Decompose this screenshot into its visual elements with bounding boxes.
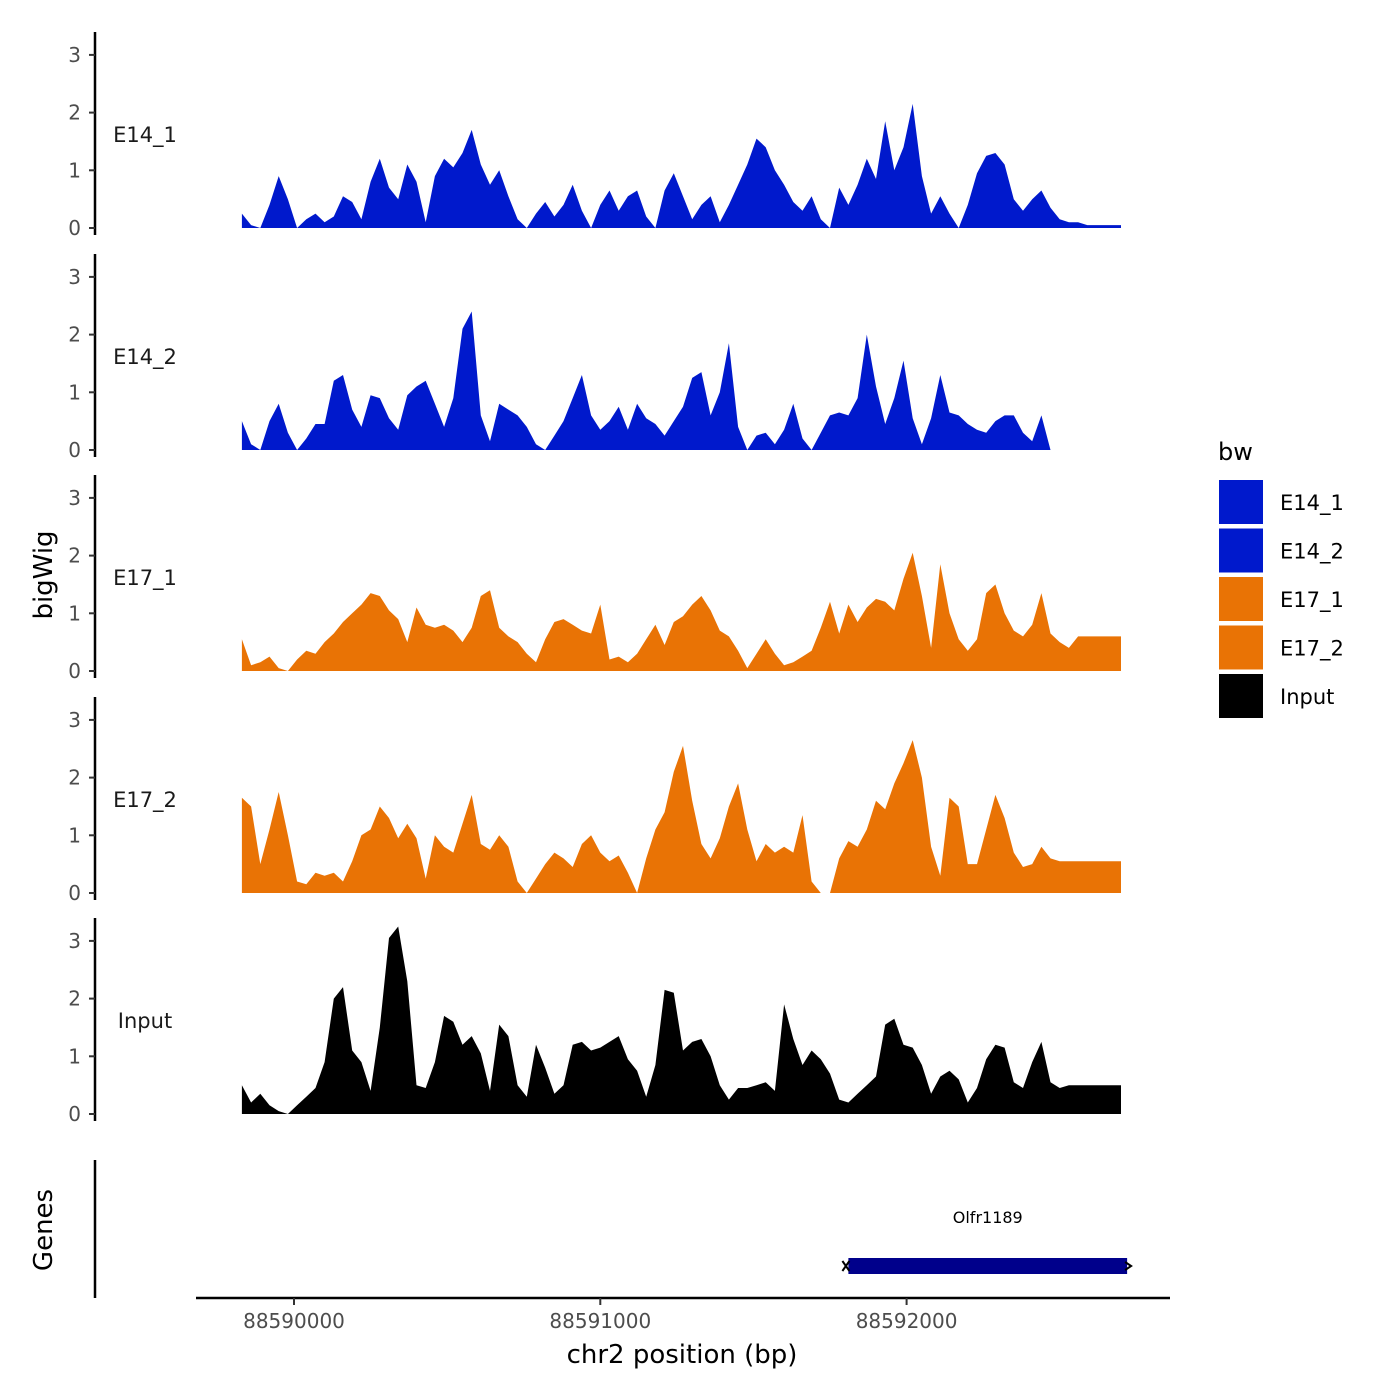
track-E14_2: 0 1 2 3 E14_2 bbox=[68, 254, 1121, 462]
genes-axis-title: Genes bbox=[29, 1189, 59, 1271]
track-label-E17_1: E17_1 bbox=[113, 566, 177, 591]
y-tick-label: 0 bbox=[68, 216, 81, 240]
y-tick-label: 3 bbox=[68, 929, 81, 953]
y-tick-label: 1 bbox=[68, 1044, 81, 1068]
legend-label-E17_1: E17_1 bbox=[1280, 588, 1344, 613]
gene-start-marker bbox=[841, 1260, 851, 1272]
x-tick-label: 88590000 bbox=[243, 1309, 345, 1333]
x-tick-label: 88592000 bbox=[856, 1309, 958, 1333]
legend-label-Input: Input bbox=[1280, 685, 1334, 709]
y-tick-label: 0 bbox=[68, 659, 81, 683]
area-E14_2 bbox=[241, 311, 1121, 450]
area-E14_1 bbox=[241, 103, 1121, 228]
gene-panel: Olfr1189 bbox=[93, 1160, 1133, 1298]
area-Input bbox=[241, 926, 1121, 1114]
track-Input: 0 1 2 3 Input bbox=[68, 918, 1121, 1126]
legend-label-E14_2: E14_2 bbox=[1280, 540, 1344, 565]
y-tick-label: 0 bbox=[68, 881, 81, 905]
area-E17_1 bbox=[241, 552, 1121, 671]
track-label-E17_2: E17_2 bbox=[113, 788, 177, 813]
legend-swatch-Input bbox=[1219, 674, 1263, 718]
track-label-E14_2: E14_2 bbox=[113, 345, 177, 370]
y-tick-label: 2 bbox=[68, 544, 81, 568]
legend: bw E14_1 E14_2 E17_1 E17_2 Input bbox=[1218, 438, 1344, 718]
track-E17_2: 0 1 2 3 E17_2 bbox=[68, 697, 1121, 905]
y-tick-label: 3 bbox=[68, 486, 81, 510]
y-tick-label: 2 bbox=[68, 987, 81, 1011]
legend-label-E17_2: E17_2 bbox=[1280, 637, 1344, 662]
legend-swatch-E14_2 bbox=[1219, 528, 1263, 573]
y-tick-label: 3 bbox=[68, 265, 81, 289]
track-E17_1: 0 1 2 3 E17_1 bbox=[68, 475, 1121, 683]
y-tick-label: 1 bbox=[68, 380, 81, 404]
y-axis-title: bigWig bbox=[29, 530, 59, 619]
x-axis: 88590000 88591000 88592000 bbox=[196, 1296, 1170, 1333]
y-tick-label: 3 bbox=[68, 43, 81, 67]
y-tick-label: 1 bbox=[68, 823, 81, 847]
y-tick-label: 2 bbox=[68, 766, 81, 790]
y-tick-label: 1 bbox=[68, 601, 81, 625]
gene-label-Olfr1189: Olfr1189 bbox=[953, 1208, 1023, 1227]
y-tick-label: 1 bbox=[68, 158, 81, 182]
legend-label-E14_1: E14_1 bbox=[1280, 491, 1344, 516]
y-tick-label: 2 bbox=[68, 101, 81, 125]
gene-bar-Olfr1189 bbox=[848, 1258, 1128, 1274]
x-axis-title: chr2 position (bp) bbox=[567, 1340, 798, 1370]
track-label-E14_1: E14_1 bbox=[113, 123, 177, 148]
x-tick-label: 88591000 bbox=[549, 1309, 651, 1333]
legend-swatch-E14_1 bbox=[1219, 480, 1263, 524]
y-tick-label: 2 bbox=[68, 323, 81, 347]
area-E17_2 bbox=[241, 740, 1121, 893]
track-E14_1: 0 1 2 3 E14_1 bbox=[68, 32, 1121, 240]
track-label-Input: Input bbox=[118, 1009, 172, 1033]
y-tick-label: 3 bbox=[68, 708, 81, 732]
tracks-group: 0 1 2 3 E14_1 0 1 2 3 E14_2 0 1 2 3 E17_1 0 1 2 3 E17_2 0 1 2 3… bbox=[68, 32, 1121, 1126]
legend-title: bw bbox=[1218, 438, 1253, 466]
y-tick-label: 0 bbox=[68, 1102, 81, 1126]
legend-swatch-E17_2 bbox=[1219, 625, 1263, 670]
gene-end-marker bbox=[1124, 1261, 1133, 1271]
legend-swatch-E17_1 bbox=[1219, 577, 1263, 621]
y-tick-label: 0 bbox=[68, 438, 81, 462]
